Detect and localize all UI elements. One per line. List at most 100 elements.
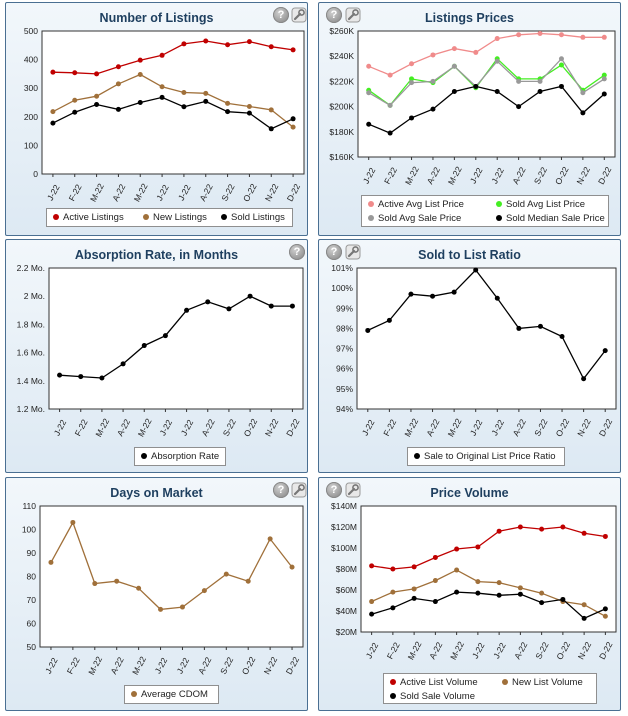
x-tick-label: M-22 (88, 181, 106, 203)
data-point (409, 61, 415, 67)
x-tick-label: A-22 (511, 417, 528, 438)
legend-item[interactable]: Absorption Rate (141, 451, 219, 462)
legend-item[interactable]: Sold Median Sale Price (496, 213, 605, 224)
data-point (411, 595, 417, 601)
data-point (366, 63, 372, 69)
legend-item[interactable]: Sold Sale Volume (390, 691, 475, 702)
volume-panel: ? Price Volume $20M $40M $60M $80M $100M $120… (318, 477, 621, 711)
x-tick-label: J-22 (175, 656, 192, 676)
data-point (366, 90, 372, 96)
legend-item[interactable]: Active Listings (53, 212, 124, 223)
legend-label: Active Listings (63, 212, 124, 223)
data-point (390, 605, 396, 611)
chart-title: Price Volume (430, 486, 509, 500)
data-point (137, 71, 143, 77)
help-icon[interactable]: ? (326, 482, 342, 498)
legend-label: Active List Volume (400, 677, 478, 688)
x-tick-label: S-22 (533, 640, 550, 661)
series-line (52, 40, 294, 75)
data-point (225, 109, 231, 115)
data-point (580, 34, 586, 40)
legend-item[interactable]: Average CDOM (131, 689, 208, 700)
data-point (602, 348, 608, 354)
y-tick-label: 97% (336, 344, 353, 354)
data-point (451, 289, 457, 295)
x-tick-label: J-22 (360, 418, 377, 438)
x-tick-label: D-22 (285, 182, 303, 203)
data-point (78, 374, 84, 380)
data-point (387, 130, 393, 136)
data-point (539, 526, 545, 532)
x-tick-label: N-22 (575, 417, 593, 438)
legend-item[interactable]: New Listings (143, 212, 207, 223)
y-tick-label: $80M (336, 564, 357, 574)
x-tick-label: J-22 (364, 641, 381, 661)
data-point (558, 32, 564, 38)
y-tick-label: 100% (331, 283, 353, 293)
legend-label: Average CDOM (141, 689, 208, 700)
y-tick-label: 1.8 Mo. (17, 319, 45, 329)
legend-label: New Listings (153, 212, 207, 223)
x-tick-label: F-22 (67, 182, 84, 202)
data-point (115, 106, 121, 112)
x-tick-label: J-22 (157, 418, 174, 438)
data-point (205, 299, 211, 305)
data-point (580, 90, 586, 96)
x-tick-label: J-22 (361, 166, 378, 186)
data-point (268, 303, 274, 309)
legend-item[interactable]: New List Volume (502, 677, 583, 688)
data-point (602, 606, 608, 612)
data-point (289, 303, 295, 309)
y-tick-label: 99% (336, 303, 353, 313)
help-icon[interactable]: ? (289, 244, 305, 260)
wrench-settings-icon[interactable] (345, 7, 361, 23)
y-tick-label: $40M (336, 606, 357, 616)
series-line (52, 96, 294, 130)
chart-legend: Active Listings New Listings Sold Listin… (46, 208, 293, 227)
data-point (246, 110, 252, 116)
data-point (181, 89, 187, 95)
chart-title: Sold to List Ratio (418, 248, 521, 262)
legend-item[interactable]: Sold Avg List Price (496, 199, 585, 210)
plot-area (357, 30, 616, 158)
chart-legend: Average CDOM (124, 685, 219, 704)
data-point (516, 104, 522, 110)
x-tick-label: J-22 (470, 641, 487, 661)
data-point (246, 104, 252, 110)
wrench-settings-icon[interactable] (345, 244, 361, 260)
y-tick-label: 70 (27, 595, 37, 605)
data-point (115, 64, 121, 70)
data-point (408, 291, 414, 297)
data-point (451, 63, 457, 69)
data-point (494, 58, 500, 64)
data-point (473, 49, 479, 55)
data-point (558, 83, 564, 89)
y-tick-label: 500 (24, 26, 38, 36)
x-tick-label: M-22 (136, 416, 154, 438)
wrench-settings-icon[interactable] (291, 7, 307, 23)
x-tick-label: J-22 (179, 418, 196, 438)
y-tick-label: $220K (329, 76, 354, 86)
data-point (560, 524, 566, 530)
help-icon[interactable]: ? (273, 7, 289, 23)
legend-item[interactable]: Active List Volume (390, 677, 478, 688)
data-point (136, 585, 142, 591)
x-tick-label: S-22 (218, 655, 235, 676)
data-point (432, 554, 438, 560)
x-tick-label: M-22 (402, 416, 420, 438)
wrench-settings-icon[interactable] (291, 482, 307, 498)
wrench-settings-icon[interactable] (345, 482, 361, 498)
legend-item[interactable]: Active Avg List Price (368, 199, 464, 210)
help-icon[interactable]: ? (326, 7, 342, 23)
legend-item[interactable]: Sold Avg Sale Price (368, 213, 461, 224)
chart-title: Absorption Rate, in Months (74, 248, 239, 262)
legend-item[interactable]: Sold Listings (221, 212, 285, 223)
data-point (201, 588, 207, 594)
data-point (181, 41, 187, 47)
legend-item[interactable]: Sale to Original List Price Ratio (414, 451, 555, 462)
help-icon[interactable]: ? (273, 482, 289, 498)
y-tick-label: 100 (24, 140, 38, 150)
x-tick-label: M-22 (93, 416, 111, 438)
help-icon[interactable]: ? (326, 244, 342, 260)
